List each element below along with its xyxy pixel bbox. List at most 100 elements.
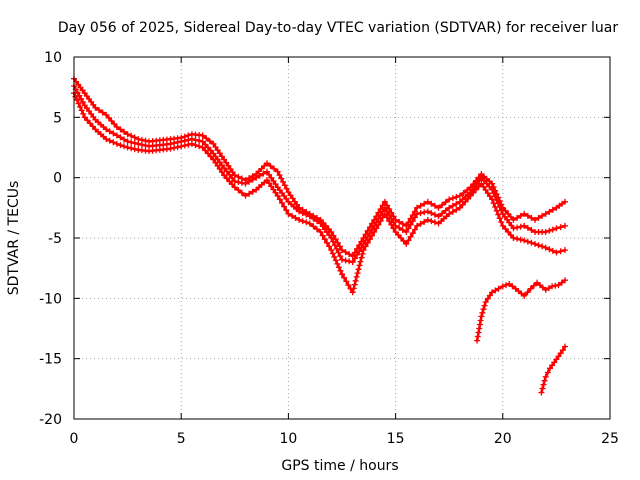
data-point [477, 317, 484, 324]
data-point [354, 270, 361, 277]
data-point [113, 132, 120, 139]
data-point [249, 188, 256, 195]
data-point [231, 178, 238, 185]
data-point [342, 257, 349, 264]
data-point [223, 168, 230, 175]
data-point [493, 197, 500, 204]
data-point [221, 172, 228, 179]
data-point [544, 369, 551, 376]
data-point [92, 104, 99, 111]
data-point [381, 204, 388, 211]
data-point [409, 230, 416, 237]
data-point [509, 283, 516, 290]
data-point [192, 136, 199, 143]
data-point [411, 226, 418, 233]
data-point [540, 381, 547, 388]
data-point [330, 238, 337, 245]
data-point [229, 181, 236, 188]
data-point [242, 192, 249, 199]
y-tick-label: -5 [48, 231, 62, 247]
data-point [352, 277, 359, 284]
data-point [106, 128, 113, 135]
data-point [553, 225, 560, 232]
data-point [242, 180, 249, 187]
data-point [346, 251, 353, 258]
data-point [110, 139, 117, 146]
data-point [358, 254, 365, 261]
x-tick-label: 15 [387, 431, 405, 447]
data-point [281, 203, 288, 210]
data-point [331, 254, 338, 260]
data-point [235, 179, 242, 186]
data-point [453, 206, 460, 213]
data-point [350, 285, 357, 292]
data-point [495, 211, 502, 218]
data-point [339, 271, 345, 278]
data-point [478, 180, 485, 187]
data-point [135, 140, 142, 147]
data-point [489, 180, 496, 187]
data-point [521, 210, 528, 217]
data-point [524, 212, 531, 219]
data-point [79, 99, 86, 105]
data-point [337, 253, 344, 260]
data-point [535, 214, 542, 221]
data-point [399, 220, 406, 227]
data-point [449, 202, 456, 209]
data-point [299, 218, 306, 225]
data-point [188, 140, 195, 147]
data-point [310, 223, 317, 230]
data-point [314, 226, 320, 233]
data-point [549, 247, 556, 254]
data-point [476, 321, 483, 328]
data-point [319, 232, 326, 239]
data-point [528, 227, 535, 233]
data-point [103, 126, 110, 133]
data-point [524, 238, 531, 245]
data-point [539, 385, 546, 392]
data-point [528, 214, 535, 221]
data-point [359, 250, 366, 257]
data-point [334, 260, 341, 267]
data-point [403, 229, 410, 235]
data-point [339, 256, 345, 263]
data-point [407, 221, 414, 228]
data-point [210, 140, 217, 147]
data-point [346, 258, 353, 265]
data-point [268, 183, 275, 190]
data-point [373, 225, 380, 232]
data-point [199, 138, 206, 145]
data-point [521, 222, 528, 229]
data-point [76, 92, 83, 99]
data-point [495, 285, 502, 292]
data-point [74, 89, 81, 96]
data-point [124, 144, 131, 151]
data-point [562, 277, 568, 284]
data-point [167, 145, 174, 152]
data-point [253, 174, 260, 181]
data-point [321, 236, 328, 243]
data-point [314, 218, 320, 225]
data-point [539, 243, 546, 250]
tick-layer: 0 5 10 15 20 25 -20 -15 -10 -5 0 5 10 [39, 50, 619, 447]
data-point [117, 134, 124, 141]
data-point [121, 143, 127, 150]
data-point [328, 235, 335, 241]
data-point [517, 212, 524, 219]
data-point [203, 135, 210, 142]
y-tick-label: -10 [39, 291, 62, 307]
series-sat-e [538, 343, 568, 396]
data-point [124, 131, 131, 138]
data-point [268, 174, 275, 181]
data-point [532, 241, 538, 247]
data-point [110, 130, 117, 137]
data-point [121, 128, 127, 135]
data-point [351, 255, 358, 262]
data-point [562, 198, 568, 205]
data-point [264, 177, 270, 184]
data-point [280, 178, 286, 185]
data-point [356, 248, 363, 255]
data-point [381, 210, 388, 217]
data-point [283, 207, 290, 214]
series-line [72, 84, 567, 264]
